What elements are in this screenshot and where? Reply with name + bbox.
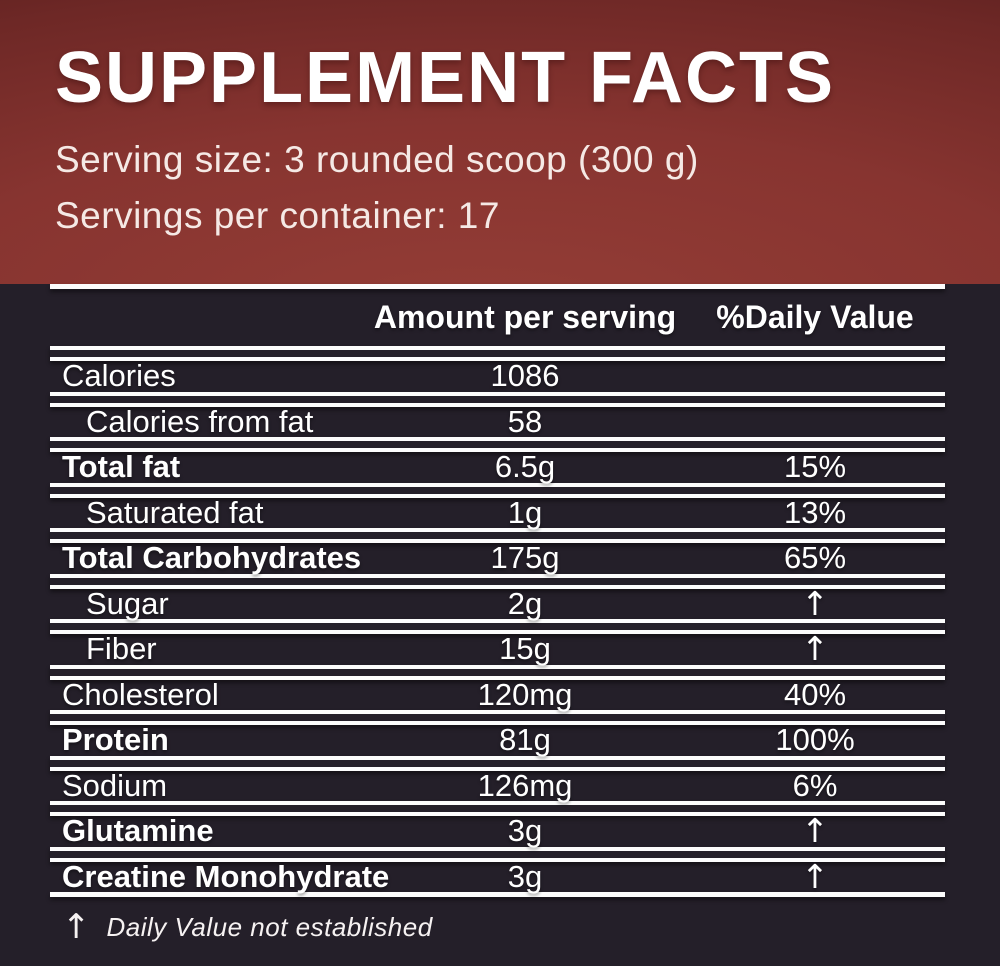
up-arrow-icon: ↑ <box>801 811 829 851</box>
nutrient-name: Fiber <box>86 631 157 667</box>
table-row: Calories from fat 58 <box>50 403 945 439</box>
nutrient-amount: 120mg <box>477 676 573 712</box>
nutrient-amount: 175g <box>490 540 560 576</box>
row-separator <box>50 437 945 452</box>
nutrient-daily-value: 6% <box>792 767 838 803</box>
nutrient-name: Cholesterol <box>62 676 219 712</box>
table-body: Calories 1086 Calories from fat 58 Total fat… <box>50 346 945 896</box>
nutrient-name: Sodium <box>62 767 168 803</box>
row-separator <box>50 391 945 407</box>
footnote-text: Daily Value not established <box>106 911 433 942</box>
row-separator <box>50 755 945 771</box>
nutrient-daily-value: 13% <box>783 494 847 530</box>
nutrient-amount: 6.5g <box>494 449 556 485</box>
nutrient-amount: 1g <box>507 494 543 530</box>
label-title: SUPPLEMENT FACTS <box>55 38 836 118</box>
nutrient-name: Saturated fat <box>86 494 264 530</box>
daily-value-header: %Daily Value <box>716 299 914 335</box>
nutrient-name: Glutamine <box>62 813 214 849</box>
row-separator <box>50 528 945 543</box>
nutrient-name: Total Carbohydrates <box>62 540 362 576</box>
nutrient-amount: 1086 <box>490 358 560 394</box>
row-separator <box>50 573 945 589</box>
up-arrow-icon: ↑ <box>801 629 829 669</box>
row-separator <box>50 664 945 680</box>
servings-per-container-text: Servings per container: 17 <box>55 195 500 237</box>
nutrient-amount: 3g <box>507 858 543 894</box>
up-arrow-icon: ↑ <box>801 856 829 896</box>
table-row: Creatine Monohydrate 3g ↑ <box>50 856 945 896</box>
facts-table: Amount per serving %Daily Value Calories… <box>50 284 945 897</box>
table-row: Sodium 126mg 6% <box>50 767 945 803</box>
table-header-row: Amount per serving %Daily Value <box>50 289 945 346</box>
nutrient-amount: 15g <box>499 631 551 667</box>
row-separator <box>50 710 945 725</box>
nutrient-amount: 2g <box>507 585 543 621</box>
table-row: Cholesterol 120mg 40% <box>50 676 945 712</box>
up-arrow-icon: ↑ <box>801 583 829 623</box>
nutrient-name: Creatine Monohydrate <box>62 858 390 894</box>
table-row: Calories 1086 <box>50 358 945 394</box>
row-separator <box>50 846 945 862</box>
table-row: Protein 81g 100% <box>50 722 945 758</box>
nutrient-name: Protein <box>62 722 169 758</box>
nutrient-daily-value: 40% <box>783 676 847 712</box>
footnote: ↑ Daily Value not established <box>62 910 945 944</box>
nutrient-name: Calories <box>62 358 176 394</box>
amount-per-serving-header: Amount per serving <box>373 299 677 335</box>
nutrient-daily-value: 15% <box>783 449 847 485</box>
table-top-rule <box>50 284 945 289</box>
nutrient-amount: 126mg <box>477 767 573 803</box>
up-arrow-icon: ↑ <box>62 907 91 947</box>
table-row: Fiber 15g ↑ <box>50 629 945 669</box>
nutrient-name: Calories from fat <box>86 403 314 439</box>
nutrient-amount: 81g <box>499 722 551 758</box>
nutrient-daily-value: 65% <box>783 540 847 576</box>
nutrient-daily-value: 100% <box>775 722 855 758</box>
table-row: Total Carbohydrates 175g 65% <box>50 540 945 576</box>
row-separator <box>50 619 945 634</box>
nutrient-amount: 3g <box>507 813 543 849</box>
label-header: SUPPLEMENT FACTS Serving size: 3 rounded… <box>0 0 1000 284</box>
table-row: Glutamine 3g ↑ <box>50 811 945 851</box>
table-row: Saturated fat 1g 13% <box>50 494 945 530</box>
serving-size-text: Serving size: 3 rounded scoop (300 g) <box>55 139 699 180</box>
table-bottom-rule <box>50 892 945 897</box>
nutrient-amount: 58 <box>507 403 543 439</box>
row-separator <box>50 346 945 361</box>
nutrient-name: Total fat <box>62 449 181 485</box>
nutrient-name: Sugar <box>86 585 169 621</box>
row-separator <box>50 801 945 816</box>
row-separator <box>50 482 945 498</box>
table-row: Sugar 2g ↑ <box>50 583 945 623</box>
table-row: Total fat 6.5g 15% <box>50 449 945 485</box>
